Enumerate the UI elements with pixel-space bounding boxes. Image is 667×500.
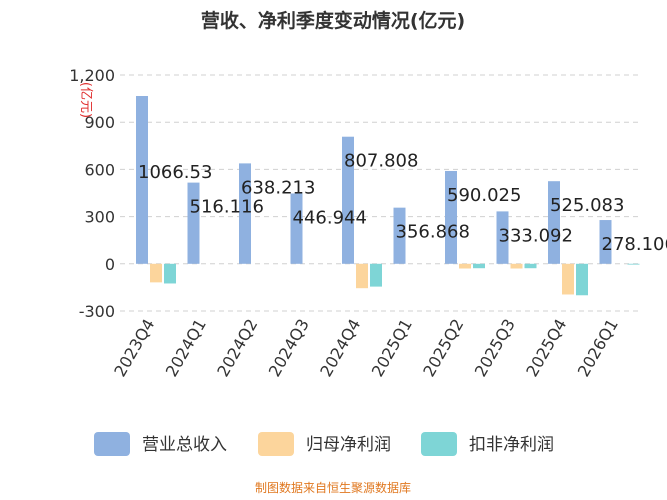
bar-value-label: 1066.53: [138, 162, 212, 183]
bar-value-label: 525.083: [550, 195, 624, 216]
bar-revenue: [599, 220, 612, 264]
bar-net-profit: [459, 263, 471, 269]
bar-revenue: [239, 163, 251, 264]
x-tick-label: 2024Q1: [162, 316, 210, 380]
bar-deducted-net-profit: [524, 263, 537, 269]
bar-value-label: 516.116: [190, 197, 264, 218]
y-axis-unit-label: (亿元): [78, 82, 93, 118]
bar-revenue: [187, 182, 200, 264]
chart-title: 营收、净利季度变动情况(亿元): [201, 9, 465, 32]
bar-net-profit: [562, 263, 574, 295]
y-axis: 1,200 900 600 300 0 -300: [69, 66, 115, 321]
bar-revenue: [548, 181, 560, 264]
y-tick-label: 900: [84, 113, 115, 132]
bar-net-profit: [510, 263, 523, 269]
y-tick-label: 300: [84, 208, 115, 227]
bar-deducted-net-profit: [164, 263, 176, 284]
legend: 营业总收入 归母净利润 扣非净利润: [94, 432, 554, 456]
bar-revenue: [393, 207, 406, 264]
bar-value-label: 446.944: [293, 207, 367, 228]
x-tick-label: 2023Q4: [110, 316, 158, 380]
source-note: 制图数据来自恒生聚源数据库: [255, 480, 411, 495]
x-tick-label: 2025Q2: [419, 316, 467, 380]
y-tick-label: 1,200: [69, 66, 115, 85]
bar-value-label: 807.808: [344, 151, 418, 172]
bars: [136, 95, 640, 296]
legend-label: 归母净利润: [306, 435, 391, 455]
bar-value-label: 590.025: [447, 185, 521, 206]
y-tick-label: 600: [84, 160, 115, 179]
legend-swatch: [421, 432, 457, 456]
bar-deducted-net-profit: [370, 263, 382, 287]
bar-net-profit: [150, 263, 162, 283]
legend-label: 扣非净利润: [469, 435, 554, 455]
bar-deducted-net-profit: [627, 263, 640, 265]
x-tick-label: 2025Q4: [522, 316, 570, 380]
bar-revenue: [136, 95, 148, 264]
x-tick-label: 2026Q1: [574, 316, 622, 380]
bar-value-label: 333.092: [499, 225, 573, 246]
x-tick-label: 2024Q3: [265, 316, 313, 380]
x-tick-label: 2025Q1: [368, 316, 416, 380]
x-tick-label: 2025Q3: [471, 316, 519, 380]
legend-swatch: [94, 432, 130, 456]
bar-value-label: 638.213: [241, 177, 315, 198]
bar-deducted-net-profit: [473, 263, 485, 269]
y-tick-label: -300: [79, 302, 115, 321]
bar-revenue: [342, 136, 354, 264]
bar-revenue: [496, 211, 509, 264]
bar-deducted-net-profit: [576, 263, 588, 296]
bar-value-label: 278.106: [602, 234, 667, 255]
bar-revenue: [290, 193, 303, 264]
bar-value-label: 356.868: [396, 222, 470, 243]
legend-label: 营业总收入: [142, 435, 227, 455]
y-tick-label: 0: [105, 255, 115, 274]
legend-swatch: [258, 432, 294, 456]
x-tick-label: 2024Q2: [213, 316, 261, 380]
x-tick-label: 2024Q4: [316, 316, 364, 380]
x-axis: 2023Q4 2024Q1 2024Q2 2024Q3 2024Q4 2025Q1 2025…: [110, 316, 622, 380]
bar-revenue: [445, 170, 457, 264]
bar-net-profit: [356, 263, 368, 289]
